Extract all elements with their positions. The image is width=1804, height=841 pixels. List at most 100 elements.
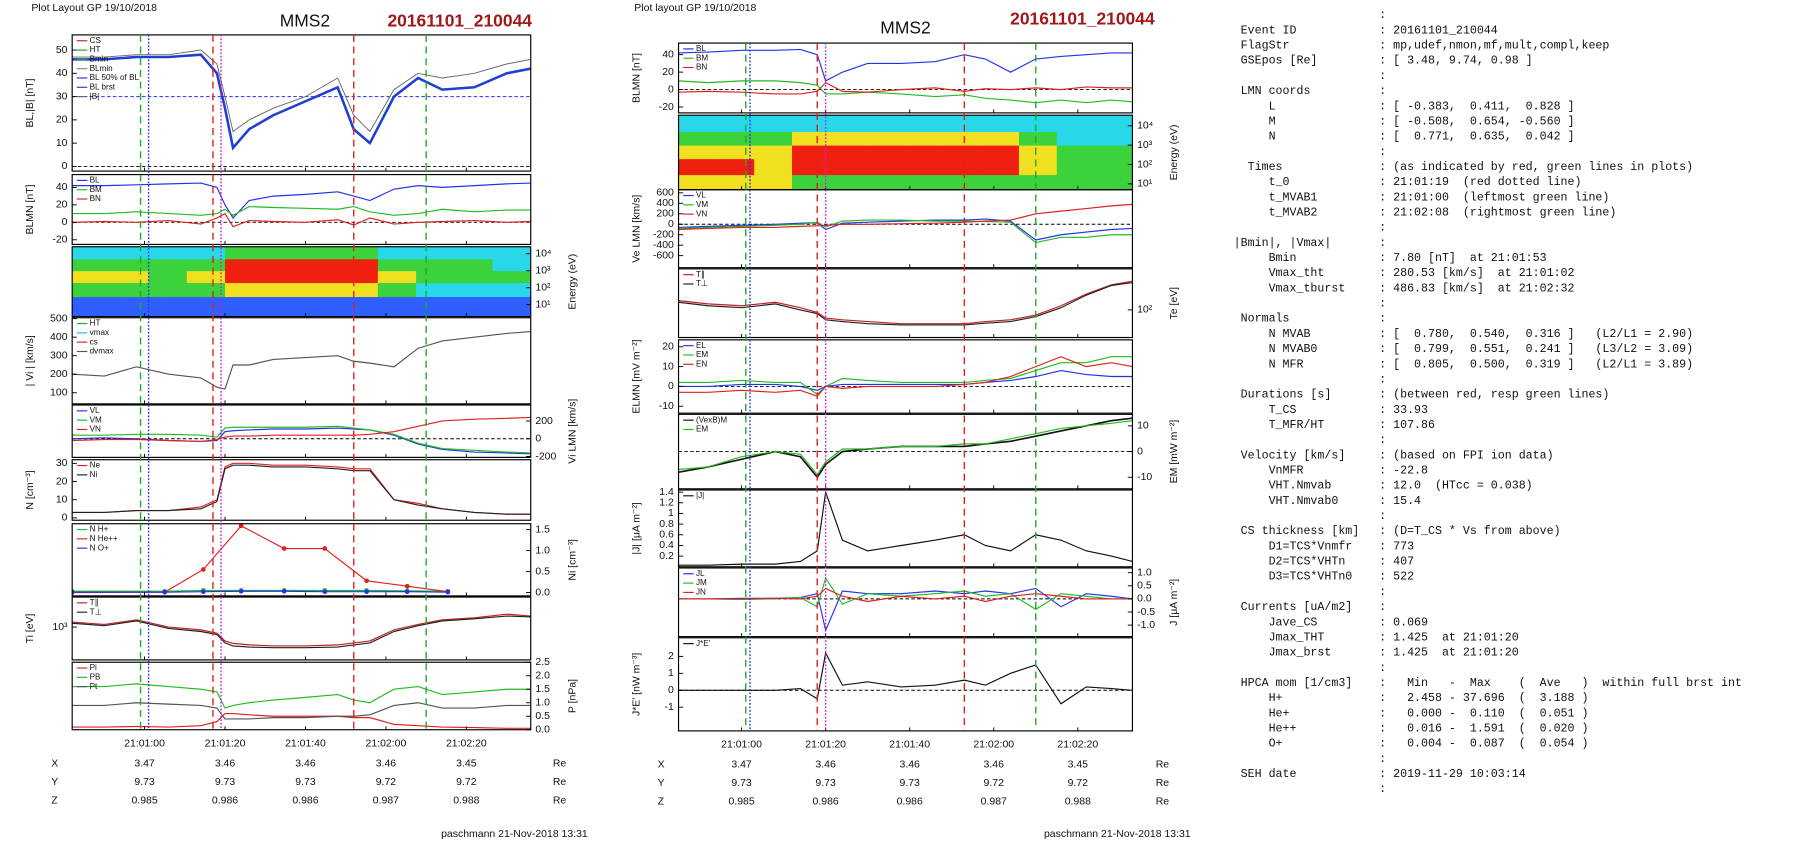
panel-plot-area [72, 246, 531, 317]
info-value: : [ 0.780, 0.540, 0.316 ] (L2/L1 = 2.90) [1379, 328, 1693, 341]
panel-frame [677, 567, 1134, 638]
y-axis-label: BLMN [nT] [25, 184, 36, 234]
info-key: GSEpos [Re] [1234, 55, 1318, 68]
info-value: : 522 [1379, 571, 1414, 584]
heatmap-cell [416, 246, 455, 260]
position-value: 0.986 [292, 795, 318, 806]
series-line [72, 425, 531, 454]
y-tick-label: 0.2 [659, 551, 674, 562]
x-tick-label: 21:02:00 [366, 738, 407, 749]
y-tick-label: 10² [1137, 159, 1153, 170]
info-key: FlagStr [1234, 40, 1290, 53]
legend-label: EM [696, 425, 708, 434]
heatmap-cell [678, 174, 717, 190]
panel-frame [71, 34, 532, 172]
heatmap-cell [492, 246, 531, 260]
position-value: 9.73 [215, 777, 236, 788]
legend-label: T⊥ [90, 607, 102, 616]
series-line [72, 212, 531, 228]
info-value: : [1379, 753, 1386, 766]
info-value: : [ 0.799, 0.551, 0.241 ] (L3/L2 = 3.09) [1379, 343, 1693, 356]
series-line [678, 48, 1133, 82]
info-value: : (between red, resp green lines) [1379, 389, 1609, 402]
panel-plot-area [72, 613, 531, 649]
panel-frame [677, 637, 1134, 732]
heatmap-cell [867, 131, 906, 146]
heatmap-cell [981, 131, 1020, 146]
legend-label: BL 50% of BL [90, 73, 140, 82]
legend-label: T⊥ [696, 279, 708, 288]
series-line [72, 205, 531, 217]
position-value: 3.47 [731, 759, 752, 770]
x-tick-label: 21:02:20 [1057, 740, 1098, 751]
heatmap-cell [339, 282, 379, 298]
x-tick-label: 21:01:20 [205, 738, 246, 749]
info-key: Velocity [km/s] [1234, 449, 1346, 462]
heatmap-cell [829, 131, 869, 146]
heatmap-cell [716, 158, 755, 176]
heatmap-cell [867, 145, 906, 160]
panel-plot-area [72, 523, 451, 595]
y-tick-label: 0.4 [659, 540, 674, 551]
info-value: : 0.069 [1379, 616, 1428, 629]
heatmap-cell [225, 282, 264, 298]
heatmap-cell [263, 258, 302, 272]
y-tick-label: 0.6 [659, 530, 674, 541]
heatmap-cell [1094, 174, 1133, 190]
position-value: 3.47 [134, 758, 155, 769]
y-tick-label: 0.5 [1137, 581, 1152, 592]
legend-label: BM [696, 53, 708, 62]
y-tick-label: 10³ [52, 622, 68, 633]
info-key: H+ [1234, 692, 1283, 705]
y-tick-label: 10¹ [1137, 179, 1153, 190]
heatmap-cell [110, 296, 150, 317]
y-tick-label: 200 [656, 209, 674, 220]
panel-plot-area [678, 280, 1133, 326]
heatmap-cell [1018, 131, 1058, 146]
info-value: : [1379, 85, 1386, 98]
series-line [72, 53, 531, 151]
series-line [678, 420, 1133, 476]
heatmap-cell [829, 115, 869, 133]
position-value: 0.988 [1065, 797, 1091, 808]
y-tick-label: 10 [662, 361, 674, 372]
heatmap-cell [981, 145, 1020, 160]
info-key: t_MVAB2 [1234, 207, 1318, 220]
info-value: : 1.425 at 21:01:20 [1379, 631, 1519, 644]
heatmap-cell [148, 270, 188, 284]
info-key: Jmax_THT [1234, 631, 1325, 644]
heatmap-cell [829, 158, 869, 176]
info-value: : [ -0.508, 0.654, -0.560 ] [1379, 115, 1574, 128]
heatmap-cell [1094, 131, 1133, 146]
legend-label: T∥ [90, 598, 99, 607]
info-value: : 0.004 - 0.087 ( 0.054 ) [1379, 738, 1588, 751]
heatmap-cell [110, 270, 150, 284]
info-key: N [1234, 131, 1276, 144]
legend-label: VM [696, 200, 708, 209]
series-line [678, 356, 1133, 396]
heatmap-cell [829, 145, 869, 160]
heatmap-cell [492, 258, 531, 272]
position-value: 9.72 [456, 777, 477, 788]
info-value: : 486.83 [km/s] at 21:02:32 [1379, 282, 1574, 295]
heatmap-cell [792, 158, 831, 176]
y-tick-label: 0 [1137, 446, 1143, 457]
data-point [364, 589, 369, 595]
legend-label: (VexB)M [696, 415, 727, 424]
legend-label: VN [696, 209, 707, 218]
y-tick-label: 0 [668, 685, 674, 696]
heatmap-cell [72, 258, 111, 272]
heatmap-cell [792, 145, 831, 160]
y-tick-label: 0 [668, 381, 674, 392]
info-value: : (based on FPI ion data) [1379, 449, 1553, 462]
y-tick-label: -200 [535, 451, 556, 462]
heatmap-cell [754, 158, 793, 176]
info-key: HPCA mom [1/cm3] [1234, 677, 1353, 690]
info-value: : mp,udef,nmon,mf,mult,compl,keep [1379, 40, 1609, 53]
y-tick-label: 10⁴ [535, 248, 551, 259]
position-value: 9.73 [295, 777, 316, 788]
legend-label: VN [90, 425, 101, 434]
info-key: He+ [1234, 707, 1290, 720]
heatmap-cell [867, 115, 906, 133]
position-value: 3.46 [815, 759, 836, 770]
